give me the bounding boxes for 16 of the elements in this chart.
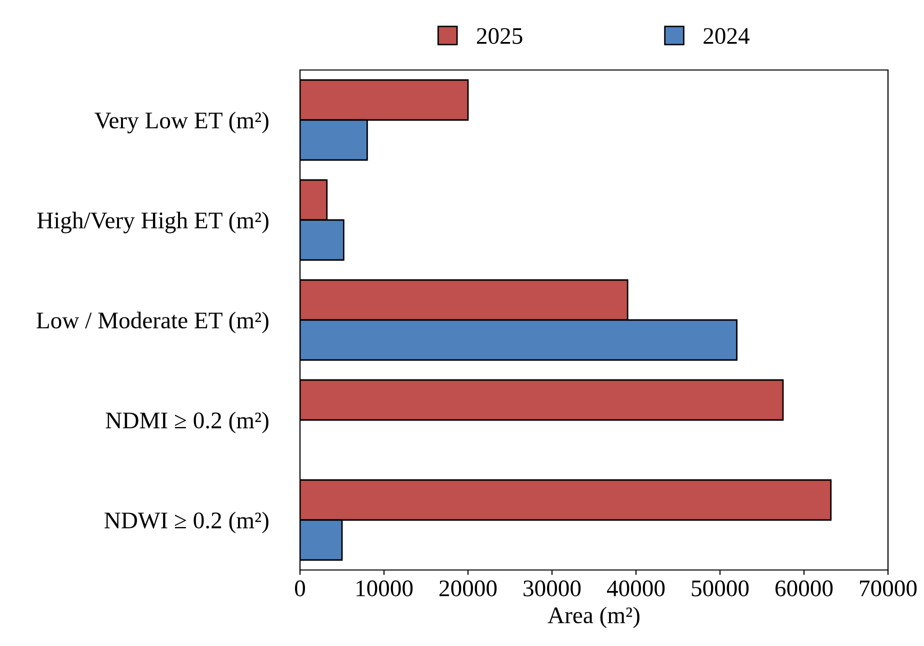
y-tick-label: Very Low ET (m²) — [94, 112, 268, 134]
x-tick-label: 70000 — [860, 580, 917, 596]
x-axis-title: Area (m²) — [548, 606, 640, 628]
x-tick-label: 40000 — [606, 580, 665, 596]
x-tick-label: 30000 — [524, 580, 581, 596]
y-tick-label: NDMI ≥ 0.2 (m²) — [106, 412, 268, 434]
x-tick-label: 10000 — [356, 580, 413, 596]
x-tick-label: 60000 — [776, 580, 833, 596]
y-tick-label: NDWI ≥ 0.2 (m²) — [104, 512, 268, 534]
y-tick-label: Low / Moderate ET (m²) — [36, 312, 268, 334]
legend-label: 2025 — [476, 28, 522, 44]
x-tick-label: 20000 — [440, 580, 497, 596]
x-tick-label: 50000 — [692, 580, 749, 596]
y-tick-label: High/Very High ET (m²) — [37, 212, 268, 234]
x-tick-label: 0 — [294, 580, 306, 596]
legend-label: 2024 — [704, 28, 750, 44]
